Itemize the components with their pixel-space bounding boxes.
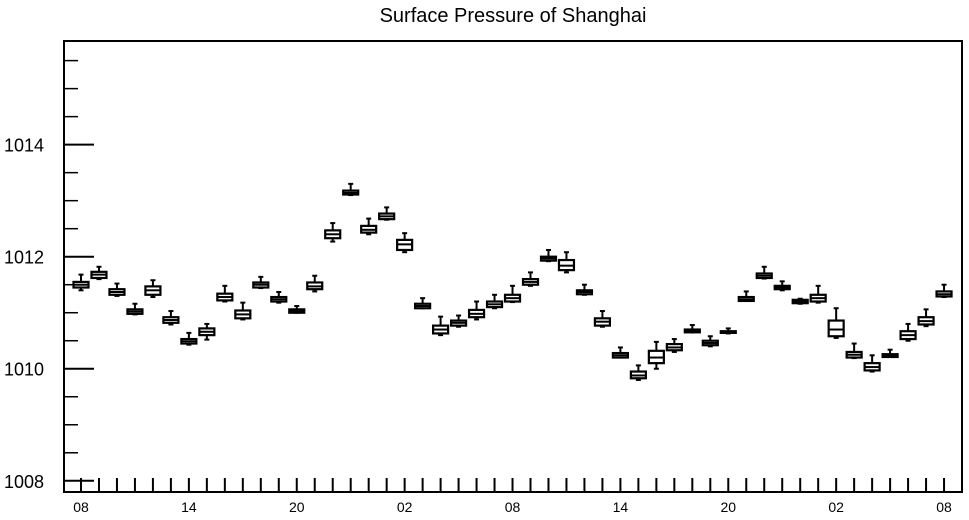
box-19 <box>414 297 432 310</box>
x-tick-label: 02 <box>828 499 844 515</box>
box-22 <box>467 300 486 321</box>
x-tick-label: 02 <box>397 499 413 515</box>
box-iqr <box>827 319 845 338</box>
x-tick-label: 20 <box>720 499 736 515</box>
box-9 <box>234 301 252 321</box>
box-23 <box>485 293 504 310</box>
box-3 <box>126 302 144 316</box>
box-series <box>72 182 953 381</box>
box-2 <box>108 282 126 297</box>
box-26 <box>539 248 558 263</box>
box-48 <box>935 283 953 299</box>
box-36 <box>719 327 737 335</box>
x-tick-label: 20 <box>289 499 305 515</box>
box-14 <box>324 222 342 243</box>
x-tick-label: 08 <box>936 499 952 515</box>
box-38 <box>755 265 773 280</box>
box-41 <box>809 284 827 304</box>
box-20 <box>432 315 450 337</box>
box-33 <box>665 338 683 353</box>
chart-title: Surface Pressure of Shanghai <box>380 5 647 27</box>
box-31 <box>629 364 647 381</box>
box-21 <box>449 314 468 328</box>
box-15 <box>342 182 360 197</box>
box-46 <box>899 322 917 342</box>
box-47 <box>917 308 935 328</box>
box-12 <box>288 304 306 314</box>
box-43 <box>845 342 863 360</box>
box-6 <box>180 331 198 346</box>
plot-frame <box>63 40 963 493</box>
box-17 <box>378 206 396 221</box>
box-0 <box>72 273 90 292</box>
y-tick-label: 1008 <box>4 472 44 492</box>
box-4 <box>144 279 162 299</box>
box-11 <box>270 290 288 304</box>
x-tick-label: 08 <box>505 499 521 515</box>
box-45 <box>881 348 899 359</box>
box-30 <box>611 346 630 359</box>
box-8 <box>216 284 234 303</box>
box-42 <box>827 307 845 339</box>
box-28 <box>575 283 594 296</box>
box-25 <box>521 271 540 287</box>
box-44 <box>863 354 881 373</box>
box-13 <box>306 274 324 293</box>
box-18 <box>396 232 414 254</box>
x-tick-label: 14 <box>181 499 197 515</box>
box-29 <box>593 310 612 328</box>
y-tick-label: 1014 <box>4 136 44 156</box>
box-35 <box>701 335 719 348</box>
box-1 <box>90 265 108 281</box>
box-37 <box>737 290 755 303</box>
box-16 <box>360 217 378 236</box>
box-39 <box>773 280 791 292</box>
box-10 <box>252 275 270 290</box>
box-32 <box>647 340 665 370</box>
box-40 <box>791 297 809 305</box>
x-tick-label: 08 <box>73 499 89 515</box>
box-5 <box>162 310 180 326</box>
box-34 <box>683 324 701 334</box>
box-24 <box>503 284 522 304</box>
y-tick-label: 1010 <box>4 360 44 380</box>
x-tick-label: 14 <box>613 499 629 515</box>
y-tick-label: 1012 <box>4 248 44 268</box>
box-7 <box>198 322 216 341</box>
axes: 1008 1010 1012 1014 08 14 20 02 08 14 20 02 08 <box>4 59 952 515</box>
box-27 <box>557 251 576 274</box>
